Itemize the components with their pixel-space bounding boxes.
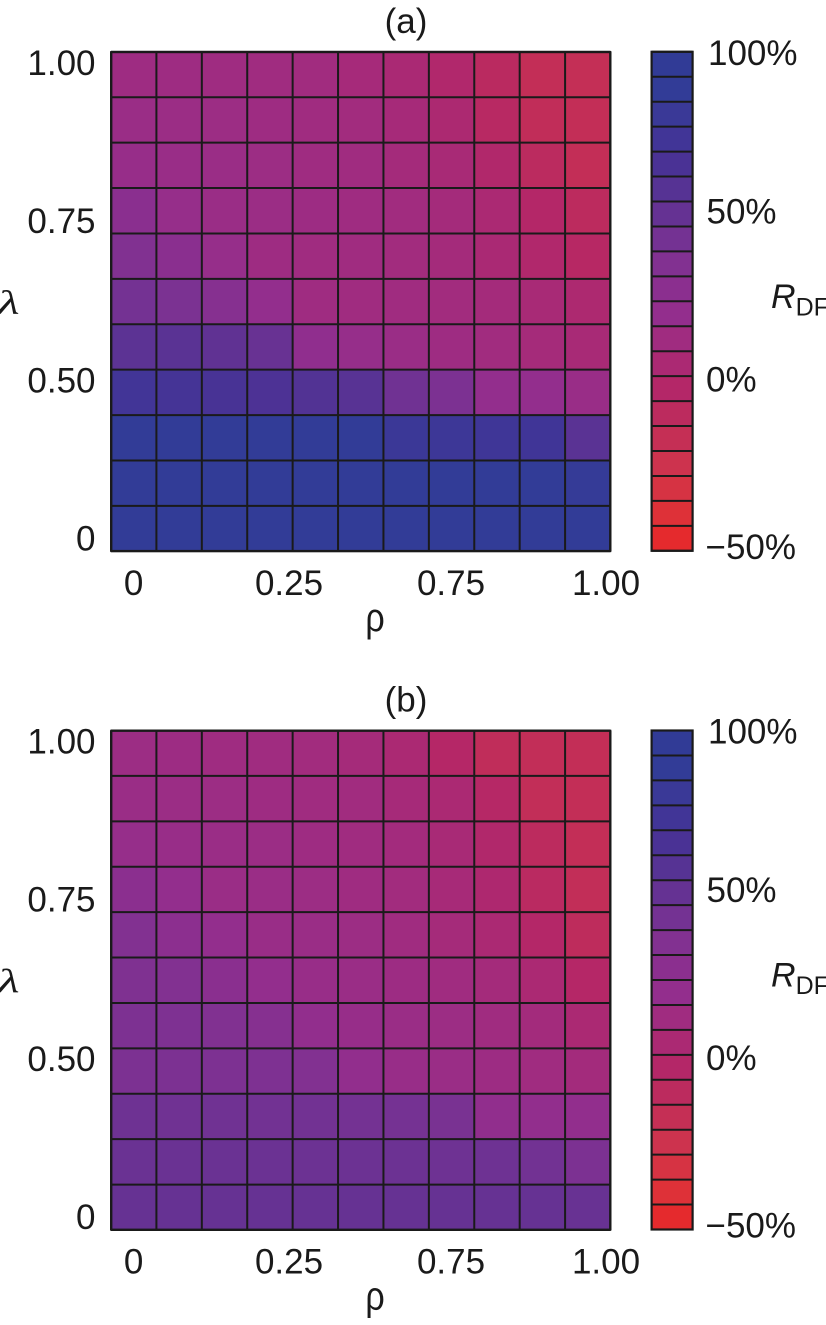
svg-text:−50%: −50% [706,528,797,567]
svg-text:0.75: 0.75 [27,881,95,920]
svg-text:0: 0 [124,564,143,603]
svg-text:−50%: −50% [706,1207,797,1246]
svg-text:1.00: 1.00 [27,44,95,83]
svg-text:0%: 0% [706,1039,757,1078]
svg-text:0.75: 0.75 [417,1243,485,1282]
svg-text:100%: 100% [708,713,798,752]
svg-text:ρ: ρ [365,1273,384,1318]
svg-text:0: 0 [76,520,95,559]
svg-text:50%: 50% [707,193,777,232]
svg-text:0%: 0% [706,361,757,400]
svg-text:50%: 50% [707,871,777,910]
svg-text:0.75: 0.75 [27,202,95,241]
svg-text:(b): (b) [385,681,428,720]
svg-text:0.50: 0.50 [27,362,95,401]
svg-text:1.00: 1.00 [572,564,640,603]
svg-text:1.00: 1.00 [572,1243,640,1282]
svg-text:0.25: 0.25 [255,564,323,603]
svg-text:0.25: 0.25 [255,1243,323,1282]
svg-text:(a): (a) [385,2,428,41]
svg-text:100%: 100% [708,34,798,73]
svg-text:0: 0 [124,1243,143,1282]
svg-text:0: 0 [76,1198,95,1237]
svg-text:ρ: ρ [365,594,384,639]
svg-text:λ: λ [0,284,20,322]
svg-text:1.00: 1.00 [27,723,95,762]
svg-text:λ: λ [0,963,20,1001]
svg-text:0.75: 0.75 [417,564,485,603]
svg-text:0.50: 0.50 [27,1040,95,1079]
